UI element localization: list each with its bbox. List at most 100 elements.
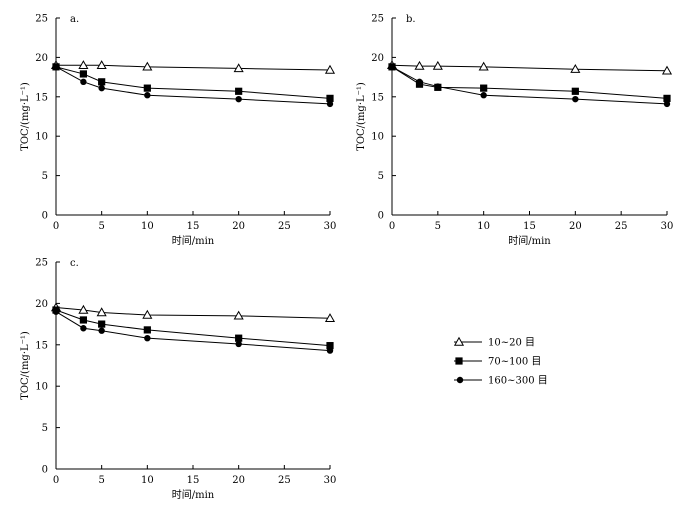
series-line-square: [55, 66, 331, 99]
x-tick-label: 25: [615, 221, 628, 232]
data-point-square: [571, 87, 579, 95]
y-tick-label: 10: [35, 132, 48, 143]
x-tick-label: 0: [53, 475, 59, 486]
x-tick-label: 15: [187, 221, 200, 232]
x-tick-label: 10: [477, 221, 490, 232]
legend-marker-square: [455, 357, 463, 365]
data-point-square: [235, 334, 243, 342]
series-line-square: [391, 66, 668, 99]
y-tick-label: 25: [371, 14, 384, 25]
panel-label: a.: [70, 14, 79, 25]
data-point-square: [143, 326, 151, 334]
data-point-square: [98, 320, 106, 328]
y-tick-label: 5: [378, 171, 384, 182]
data-point-square: [79, 70, 87, 78]
data-point-square: [326, 94, 334, 102]
data-point-circle: [663, 100, 671, 108]
series-line-square: [55, 309, 331, 347]
data-point-triangle: [96, 60, 107, 69]
x-axis-title: 时间/min: [172, 234, 215, 247]
data-point-triangle: [96, 307, 107, 317]
y-axis-title: TOC/(mg·L⁻¹): [20, 331, 31, 400]
data-point-circle: [326, 100, 334, 108]
data-point-square: [326, 342, 334, 350]
y-tick-label: 15: [371, 92, 384, 103]
x-axis-title: 时间/min: [172, 488, 215, 501]
data-point-circle: [388, 63, 396, 71]
x-tick-label: 25: [278, 221, 291, 232]
x-tick-label: 10: [141, 475, 154, 486]
x-tick-label: 15: [187, 475, 200, 486]
x-axis-title: 时间/min: [508, 234, 551, 247]
x-tick-label: 0: [389, 221, 395, 232]
series-line-triangle: [55, 307, 331, 319]
data-point-circle: [416, 78, 423, 86]
data-point-triangle: [432, 60, 443, 70]
data-point-circle: [235, 95, 242, 103]
legend-label: 10~20 目: [488, 338, 535, 349]
y-tick-label: 20: [371, 53, 384, 64]
y-tick-label: 25: [35, 258, 48, 269]
x-tick-label: 30: [661, 221, 674, 232]
x-tick-label: 15: [523, 221, 536, 232]
data-point-circle: [434, 83, 442, 90]
y-tick-label: 20: [35, 53, 48, 64]
data-point-circle: [144, 334, 151, 342]
data-point-triangle: [324, 64, 336, 74]
series-line-triangle: [391, 64, 668, 72]
chart-panel-2: 0 5 10 15 20 25 0 5 10 15 20 25 30 时间/min TOC/(mg·L⁻¹)…: [20, 258, 336, 502]
chart-panel-0: 0 5 10 15 20 25 0 5 10 15 20 25 30 时间/min TOC/(mg·L⁻¹)…: [20, 14, 336, 248]
data-point-square: [663, 94, 671, 102]
legend-label: 160~300 目: [488, 376, 548, 387]
data-point-square: [79, 316, 87, 324]
legend-label: 70~100 目: [488, 357, 541, 368]
y-tick-label: 0: [378, 211, 384, 222]
y-tick-label: 10: [371, 132, 384, 143]
data-point-circle: [144, 92, 151, 99]
data-point-triangle: [78, 304, 89, 314]
legend-marker-circle: [456, 376, 464, 384]
data-point-triangle: [233, 63, 244, 73]
data-point-circle: [572, 95, 579, 103]
data-point-triangle: [142, 61, 153, 71]
data-point-triangle: [570, 64, 581, 73]
x-tick-label: 5: [435, 221, 441, 232]
y-axis-title: TOC/(mg·L⁻¹): [356, 82, 367, 151]
y-tick-label: 20: [35, 299, 48, 310]
y-tick-label: 25: [35, 14, 48, 25]
data-point-circle: [52, 63, 60, 71]
data-point-circle: [326, 347, 334, 354]
chart-panel-1: 0 5 10 15 20 25 0 5 10 15 20 25 30 时间/min TOC/(mg·L⁻¹)…: [356, 14, 673, 248]
data-point-circle: [98, 327, 105, 334]
data-point-triangle: [233, 310, 244, 320]
series-line-circle: [55, 311, 331, 352]
y-tick-label: 5: [42, 423, 48, 434]
data-point-square: [235, 87, 243, 95]
x-tick-label: 30: [324, 221, 337, 232]
x-tick-label: 5: [98, 221, 104, 232]
data-point-circle: [52, 308, 60, 315]
data-point-circle: [80, 78, 87, 86]
legend: 10~20 目 70~100 目 160~300 目: [453, 336, 548, 387]
data-point-triangle: [478, 61, 489, 71]
y-tick-label: 10: [35, 382, 48, 393]
data-point-triangle: [414, 60, 425, 70]
y-tick-label: 15: [35, 340, 48, 351]
legend-marker-triangle: [453, 336, 465, 346]
x-tick-label: 30: [324, 475, 337, 486]
x-tick-label: 20: [232, 475, 245, 486]
data-point-circle: [235, 340, 242, 348]
series-line-triangle: [56, 64, 331, 71]
x-tick-label: 20: [569, 221, 582, 232]
data-point-triangle: [142, 309, 153, 319]
series-line-circle: [391, 66, 668, 105]
data-point-circle: [480, 92, 487, 99]
data-point-circle: [80, 325, 87, 332]
y-tick-label: 0: [42, 211, 48, 222]
y-tick-label: 0: [42, 465, 48, 476]
data-point-triangle: [661, 65, 673, 75]
data-point-square: [480, 84, 488, 92]
x-tick-label: 0: [53, 221, 59, 232]
data-point-square: [143, 84, 151, 92]
